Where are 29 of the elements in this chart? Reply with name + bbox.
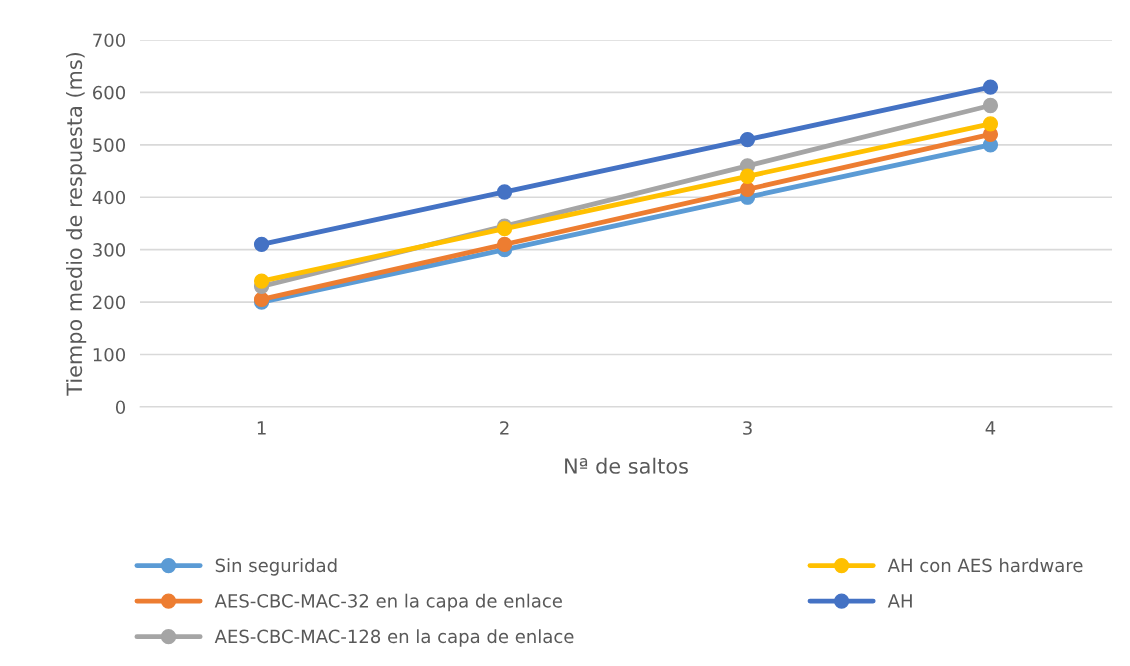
- point: [739, 131, 756, 148]
- point: [739, 181, 756, 198]
- y-tick-label: 600: [93, 85, 126, 100]
- legend-label: AES-CBC-MAC-32 en la capa de enlace: [214, 593, 562, 612]
- point: [982, 79, 999, 95]
- legend-label: AES-CBC-MAC-128 en la capa de enlace: [214, 629, 574, 647]
- x-tick-label: 2: [500, 421, 509, 435]
- point: [496, 236, 513, 253]
- y-tick-label: 0: [115, 400, 126, 415]
- legend-label: AH con AES hardware: [887, 558, 1083, 573]
- y-tick-label: 200: [93, 295, 126, 310]
- y-tick-label: 700: [93, 33, 126, 48]
- y-tick-label: 300: [93, 243, 126, 257]
- point: [253, 236, 270, 253]
- point: [982, 116, 999, 132]
- legend-label: AH: [887, 594, 912, 608]
- x-tick-label: 3: [743, 421, 752, 435]
- x-tick-label: 1: [257, 421, 266, 435]
- y-tick-label: 100: [93, 347, 126, 362]
- point: [496, 184, 513, 200]
- x-tick-label: 4: [985, 421, 996, 435]
- point: [253, 273, 270, 289]
- y-tick-label: 400: [92, 190, 126, 205]
- y-axis-title: Tiempo medio de respuesta (ms): [66, 52, 87, 396]
- point: [982, 97, 999, 114]
- y-tick-label: 500: [93, 138, 126, 152]
- point: [739, 168, 756, 184]
- x-axis-title: Nª de saltos: [565, 457, 688, 474]
- legend-label: Sin seguridad: [215, 558, 337, 576]
